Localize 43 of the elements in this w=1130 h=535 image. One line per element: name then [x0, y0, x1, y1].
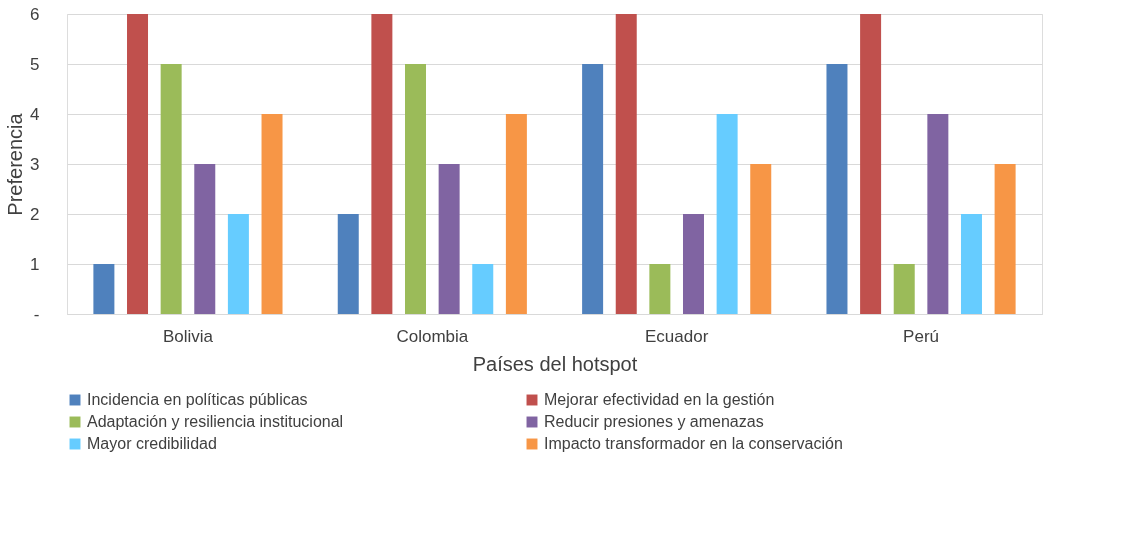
- legend-label: Adaptación y resiliencia institucional: [87, 413, 344, 430]
- bar: [505, 114, 527, 314]
- bar: [826, 64, 848, 314]
- x-tick-label: Colombia: [396, 326, 469, 346]
- bar: [649, 264, 671, 314]
- y-tick-label: -: [33, 304, 40, 324]
- bar: [127, 14, 149, 314]
- y-tick-label: 6: [30, 4, 40, 24]
- bar: [750, 164, 772, 314]
- legend-label: Impacto transformador en la conservación: [544, 435, 843, 452]
- bar: [860, 14, 882, 314]
- bar: [261, 114, 283, 314]
- legend-label: Mayor credibilidad: [87, 435, 217, 452]
- bar: [582, 64, 604, 314]
- bar: [93, 264, 115, 314]
- legend-label: Incidencia en políticas públicas: [87, 391, 308, 408]
- bar: [615, 14, 637, 314]
- bar: [893, 264, 915, 314]
- bar: [160, 64, 182, 314]
- x-tick-label: Bolivia: [162, 326, 214, 346]
- bar: [438, 164, 460, 314]
- y-tick-label: 3: [30, 154, 40, 174]
- bar: [405, 64, 427, 314]
- x-tick-label: Perú: [903, 326, 939, 346]
- bar: [960, 214, 982, 314]
- legend-label: Reducir presiones y amenazas: [544, 413, 764, 430]
- bar: [927, 114, 949, 314]
- y-tick-label: 1: [30, 254, 40, 274]
- bar: [716, 114, 738, 314]
- x-axis-title: Países del hotspot: [472, 352, 638, 375]
- y-tick-label: 2: [30, 204, 40, 224]
- y-axis-title: Preferencia: [4, 112, 27, 216]
- y-tick-label: 4: [30, 104, 40, 124]
- bar: [994, 164, 1016, 314]
- bar: [682, 214, 704, 314]
- legend-label: Mejorar efectividad en la gestión: [544, 391, 775, 408]
- y-tick-label: 5: [30, 54, 40, 74]
- bar: [227, 214, 249, 314]
- x-tick-label: Ecuador: [645, 326, 709, 346]
- bar: [337, 214, 359, 314]
- bar: [194, 164, 216, 314]
- bar: [472, 264, 494, 314]
- bar: [371, 14, 393, 314]
